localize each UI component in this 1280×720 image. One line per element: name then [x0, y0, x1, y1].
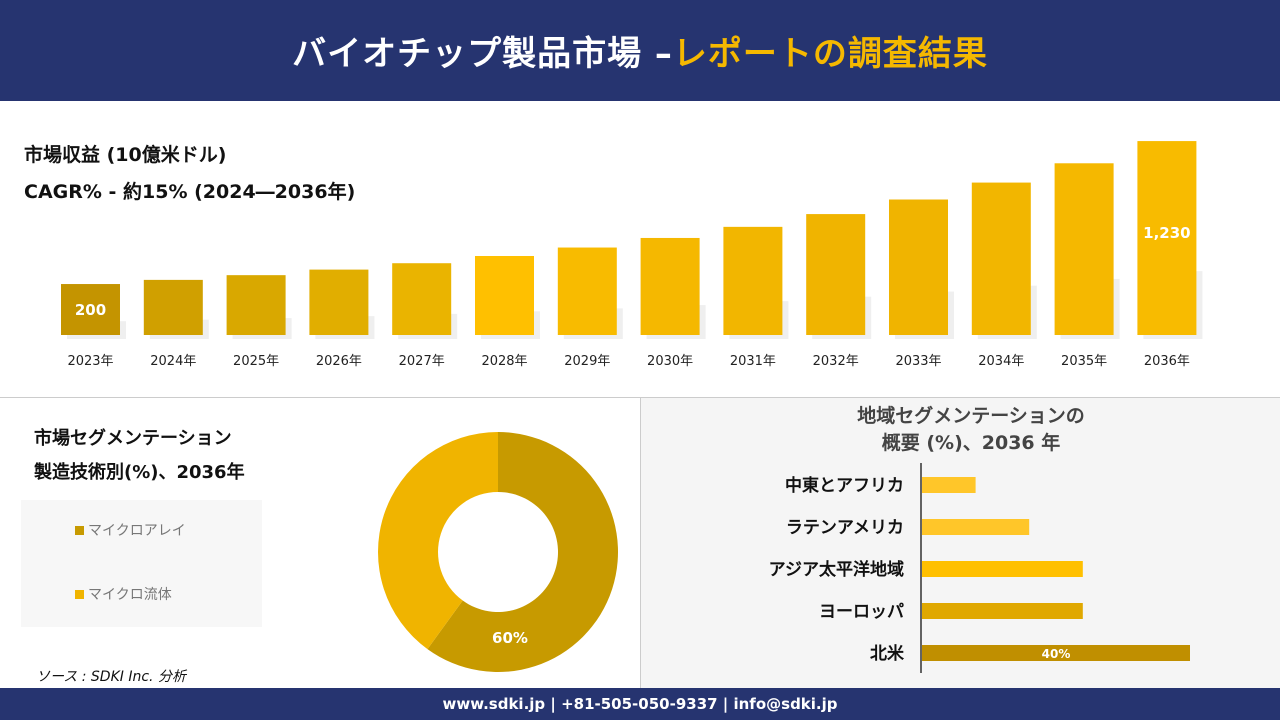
x-tick-label: 2034年 — [978, 354, 1024, 369]
bar-2035年 — [1054, 163, 1114, 335]
bar-2036年 — [1137, 141, 1197, 335]
x-tick-label: 2024年 — [150, 354, 196, 369]
page-header: バイオチップ製品市場 – レポートの調査結果 — [0, 0, 1280, 101]
legend-label: マイクロ流体 — [88, 587, 172, 603]
x-tick-label: 2028年 — [481, 354, 527, 369]
bar-2024年 — [143, 279, 203, 335]
bar-2032年 — [806, 214, 866, 335]
revenue-title: 市場収益 (10億米ドル) — [24, 144, 227, 166]
source-note: ソース : SDKI Inc. 分析 — [36, 669, 186, 685]
footer-contact: www.sdki.jp | +81-505-050-9337 | info@sd… — [0, 688, 1280, 720]
cagr-text: CAGR% - 約15% (2024―2036年) — [24, 181, 356, 203]
region-bar-2 — [922, 561, 1083, 577]
segment-title: 市場セグメンテーション 製造技術別(%)、2036年 — [34, 422, 245, 490]
x-tick-label: 2031年 — [730, 354, 776, 369]
region-title: 地域セグメンテーションの 概要 (%)、2036 年 — [741, 403, 1201, 457]
region-data-label: 40% — [1042, 647, 1071, 661]
region-label: ヨーロッパ — [819, 602, 904, 622]
legend-item-microfluidics: マイクロ流体 — [75, 584, 172, 604]
data-label: 200 — [75, 301, 106, 319]
bar-2033年 — [889, 199, 948, 335]
donut-slice-1 — [377, 432, 498, 650]
revenue-bar-chart: 2023年 200 2024年 2025年 2026年 2027年 2028年 2029年 20… — [61, 141, 1203, 369]
region-bar-4 — [922, 645, 1190, 661]
x-tick-label: 2025年 — [233, 354, 279, 369]
region-label: ラテンアメリカ — [786, 518, 904, 538]
segment-title-line1: 市場セグメンテーション — [34, 428, 232, 449]
x-tick-label: 2029年 — [564, 354, 610, 369]
legend-item-microarray: マイクロアレイ — [75, 520, 186, 540]
title-highlight: レポートの調査結果 — [672, 34, 988, 74]
bar-2030年 — [640, 237, 700, 335]
region-bar-0 — [922, 477, 976, 493]
region-title-line1: 地域セグメンテーションの — [857, 405, 1085, 427]
x-tick-label: 2030年 — [647, 354, 693, 369]
bar-2034年 — [971, 182, 1031, 335]
legend-label: マイクロアレイ — [88, 523, 186, 539]
donut-legend: マイクロアレイ マイクロ流体 — [21, 500, 262, 627]
bar-2027年 — [392, 263, 452, 335]
legend-swatch — [75, 589, 84, 599]
legend-swatch — [75, 525, 84, 535]
bar-2023年 — [61, 284, 120, 335]
bar-2025年 — [226, 275, 286, 335]
x-tick-label: 2035年 — [1061, 354, 1107, 369]
divider-horizontal — [0, 397, 1280, 398]
bar-2029年 — [557, 247, 617, 335]
bar-2031年 — [723, 226, 783, 335]
x-tick-label: 2023年 — [67, 354, 113, 369]
region-label: 中東とアフリカ — [785, 475, 904, 496]
region-panel — [641, 398, 1280, 688]
region-label: 北米 — [870, 643, 905, 664]
region-label: アジア太平洋地域 — [769, 559, 904, 580]
title-main: バイオチップ製品市場 – — [292, 34, 673, 74]
region-bar-1 — [922, 519, 1030, 535]
data-label: 1,230 — [1143, 224, 1190, 242]
donut-data-label: 60% — [492, 629, 528, 647]
bar-2028年 — [475, 256, 534, 335]
x-tick-label: 2036年 — [1144, 354, 1190, 369]
x-tick-label: 2027年 — [399, 354, 445, 369]
x-tick-label: 2026年 — [316, 354, 362, 369]
x-tick-label: 2032年 — [813, 354, 859, 369]
segment-title-line2: 製造技術別(%)、2036年 — [34, 462, 245, 483]
region-title-line2: 概要 (%)、2036 年 — [881, 432, 1061, 454]
donut-slice-0 — [427, 432, 618, 672]
region-bar-3 — [922, 603, 1083, 619]
bar-2026年 — [309, 269, 369, 335]
x-tick-label: 2033年 — [895, 354, 941, 369]
divider-vertical — [640, 398, 641, 688]
technology-donut-chart: 60% — [377, 432, 618, 672]
